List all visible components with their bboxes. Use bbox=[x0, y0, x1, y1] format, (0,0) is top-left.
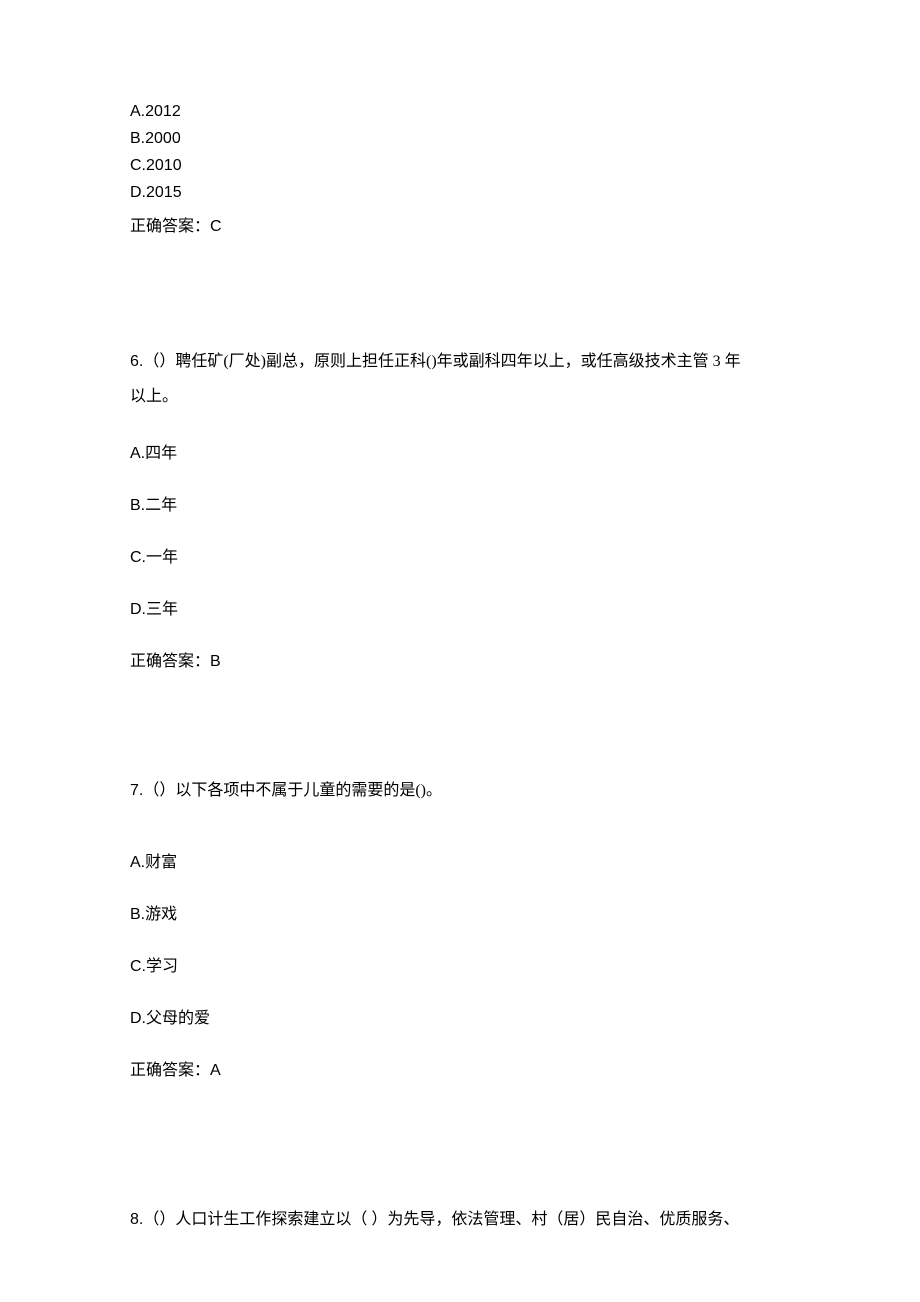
q7-stem-text: （）以下各项中不属于儿童的需要的是()。 bbox=[143, 782, 442, 799]
q6-option-d: D.三年 bbox=[130, 598, 790, 622]
q5-option-c: C.2010 bbox=[130, 154, 790, 178]
q5-answer: 正确答案：C bbox=[130, 215, 790, 239]
q7-answer-label: 正确答案： bbox=[130, 1062, 210, 1079]
q7-option-a: A.财富 bbox=[130, 851, 790, 875]
q5-answer-value: C bbox=[210, 218, 222, 235]
q6-option-c: C.一年 bbox=[130, 546, 790, 570]
q6-answer: 正确答案：B bbox=[130, 650, 790, 674]
q6-option-b: B.二年 bbox=[130, 494, 790, 518]
document-page: A.2012 B.2000 C.2010 D.2015 正确答案：C 6.（）聘… bbox=[0, 0, 920, 1302]
q7-stem: 7.（）以下各项中不属于儿童的需要的是()。 bbox=[130, 779, 790, 803]
q6-option-a: A.四年 bbox=[130, 442, 790, 466]
q7-number: 7. bbox=[130, 782, 143, 799]
q5-option-a: A.2012 bbox=[130, 100, 790, 124]
q7-option-d: D.父母的爱 bbox=[130, 1007, 790, 1031]
q6-number: 6. bbox=[130, 353, 143, 370]
q7-option-c: C.学习 bbox=[130, 955, 790, 979]
q6-answer-value: B bbox=[210, 653, 221, 670]
q8-stem-text: （）人口计生工作探索建立以（ ）为先导，依法管理、村（居）民自治、优质服务、 bbox=[143, 1211, 739, 1228]
q5-option-b: B.2000 bbox=[130, 127, 790, 151]
q7-option-b: B.游戏 bbox=[130, 903, 790, 927]
q7-answer: 正确答案：A bbox=[130, 1059, 790, 1083]
q5-answer-label: 正确答案： bbox=[130, 218, 210, 235]
q8-stem: 8.（）人口计生工作探索建立以（ ）为先导，依法管理、村（居）民自治、优质服务、 bbox=[130, 1208, 790, 1232]
q7-answer-value: A bbox=[210, 1062, 221, 1079]
q6-stem-text-2: 以上。 bbox=[130, 388, 178, 405]
q6-stem: 6.（）聘任矿(厂处)副总，原则上担任正科()年或副科四年以上，或任高级技术主管… bbox=[130, 344, 790, 379]
q6-stem-cont: 以上。 bbox=[130, 379, 790, 414]
q5-option-d: D.2015 bbox=[130, 181, 790, 205]
q8-number: 8. bbox=[130, 1211, 143, 1228]
q6-answer-label: 正确答案： bbox=[130, 653, 210, 670]
q6-stem-text-1: （）聘任矿(厂处)副总，原则上担任正科()年或副科四年以上，或任高级技术主管 3… bbox=[143, 353, 740, 370]
